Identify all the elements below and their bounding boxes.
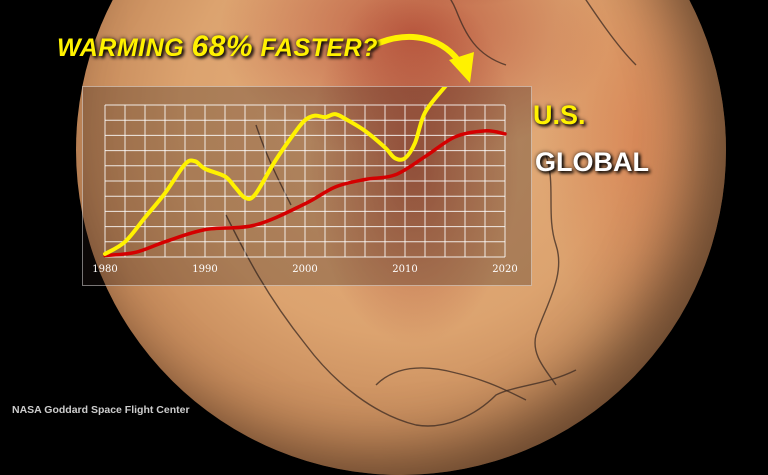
headline-suffix: FASTER?: [253, 34, 378, 62]
headline: WARMING 68% FASTER?: [57, 30, 378, 64]
image-credit: NASA Goddard Space Flight Center: [12, 404, 190, 416]
series-label-us: U.S.: [533, 100, 586, 131]
series-label-global: GLOBAL: [535, 147, 649, 178]
arrow-icon: [0, 0, 768, 432]
headline-prefix: WARMING: [57, 34, 192, 62]
headline-percent: 68%: [192, 30, 254, 63]
